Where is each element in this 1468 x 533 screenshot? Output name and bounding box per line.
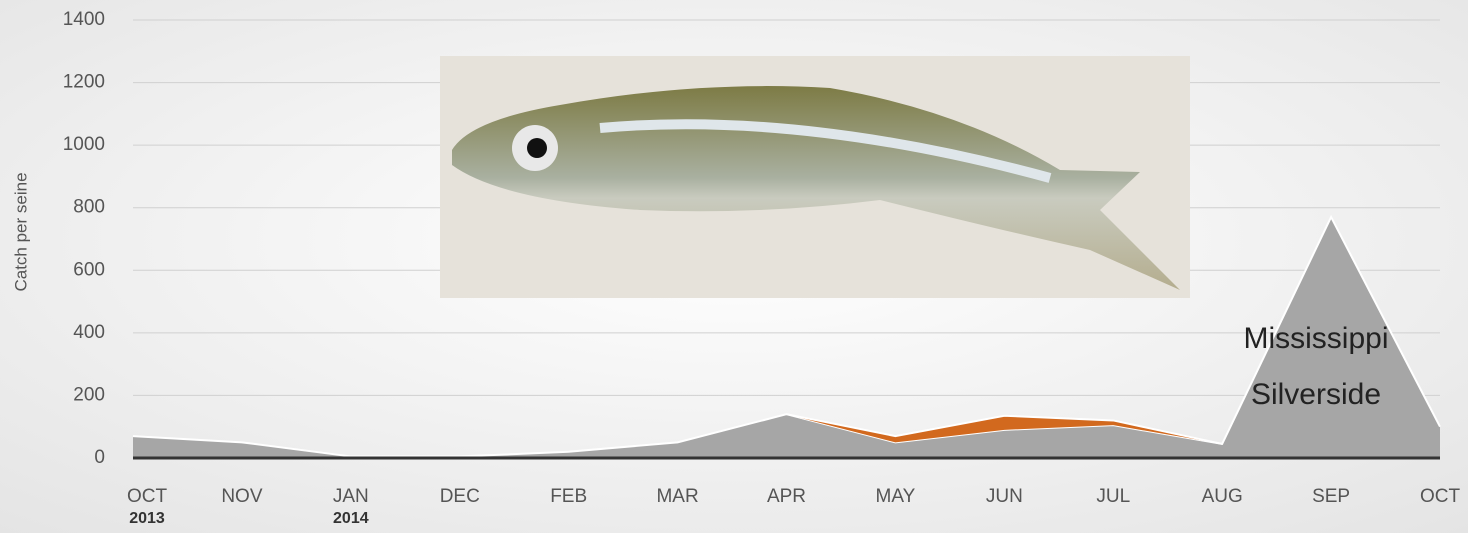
y-tick-label: 1200 [63,72,105,93]
x-tick-label: FEB [550,486,587,507]
fish-photo [440,56,1190,298]
x-tick-label: AUG [1202,486,1243,507]
y-tick-label: 1000 [63,134,105,155]
x-tick-sublabel: 2013 [129,510,165,527]
y-axis-label: Catch per seine [11,172,30,291]
fish-pupil [527,138,547,158]
fish [452,86,1180,290]
y-tick-label: 1400 [63,9,105,30]
x-tick-label: DEC [440,486,480,507]
annotation: Mississippi [1243,322,1388,355]
area [133,217,1440,458]
x-tick-label: NOV [221,486,263,507]
x-tick-label: SEP [1312,486,1350,507]
x-tick-sublabel: 2014 [333,510,369,527]
annotation: Silverside [1251,378,1381,411]
x-tick-label: JAN [333,486,369,507]
plot-area [132,19,1441,460]
y-tick-label: 800 [73,197,105,218]
fish-stripe [599,119,1052,183]
x-tick-label: OCT [1420,486,1461,507]
x-tick-label: APR [767,486,806,507]
x-tick-label: JUN [986,486,1023,507]
x-tick-label: OCT [127,486,168,507]
area-edge [786,413,1223,445]
y-tick-label: 600 [73,259,105,280]
y-tick-label: 0 [94,447,105,468]
x-tick-label: MAY [876,486,916,507]
x-tick-label: MAR [656,486,698,507]
y-tick-label: 200 [73,384,105,405]
y-tick-label: 400 [73,322,105,343]
x-tick-label: JUL [1096,486,1130,507]
